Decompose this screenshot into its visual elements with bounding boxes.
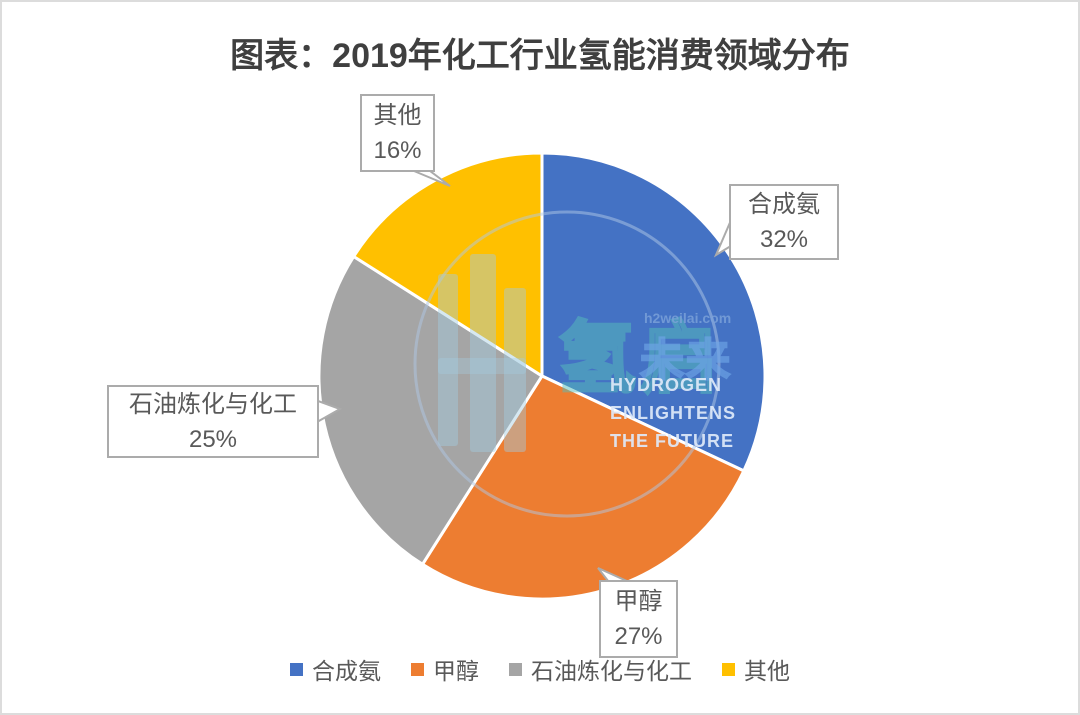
pie-slice-refining — [317, 255, 544, 566]
callout-others-name: 其他 — [373, 102, 422, 129]
callout-ammonia: 合成氨 32% — [729, 184, 839, 260]
legend-item-methanol: 甲醇 — [411, 652, 479, 686]
callout-refining-percent: 25% — [188, 425, 238, 453]
callout-methanol-percent: 27% — [614, 623, 663, 650]
callout-methanol: 甲醇 27% — [599, 580, 678, 658]
callout-ammonia-percent: 32% — [759, 226, 809, 253]
legend-swatch-ammonia-icon — [290, 662, 303, 676]
legend-label-others: 其他 — [744, 658, 790, 684]
legend: 合成氨 甲醇 石油炼化与化工 其他 — [2, 652, 1078, 686]
callout-ammonia-name: 合成氨 — [748, 191, 820, 218]
callout-refining-name: 石油炼化与化工 — [129, 390, 297, 418]
callout-others-percent: 16% — [373, 137, 422, 164]
callout-refining: 石油炼化与化工 25% — [107, 385, 319, 458]
callout-methanol-name: 甲醇 — [614, 588, 663, 615]
legend-label-methanol: 甲醇 — [433, 658, 479, 684]
callout-others: 其他 16% — [360, 94, 435, 172]
watermark-circle-icon — [413, 210, 721, 518]
legend-swatch-methanol-icon — [411, 662, 424, 676]
legend-swatch-others-icon — [722, 662, 735, 676]
legend-item-refining: 石油炼化与化工 — [509, 652, 692, 686]
legend-item-ammonia: 合成氨 — [290, 652, 381, 686]
legend-label-ammonia: 合成氨 — [312, 658, 381, 684]
chart-title: 图表：2019年化工行业氢能消费领域分布 — [230, 37, 850, 75]
legend-item-others: 其他 — [722, 652, 790, 686]
legend-swatch-refining-icon — [509, 662, 522, 676]
watermark-h-logo-icon — [438, 254, 526, 452]
legend-label-refining: 石油炼化与化工 — [531, 658, 692, 684]
